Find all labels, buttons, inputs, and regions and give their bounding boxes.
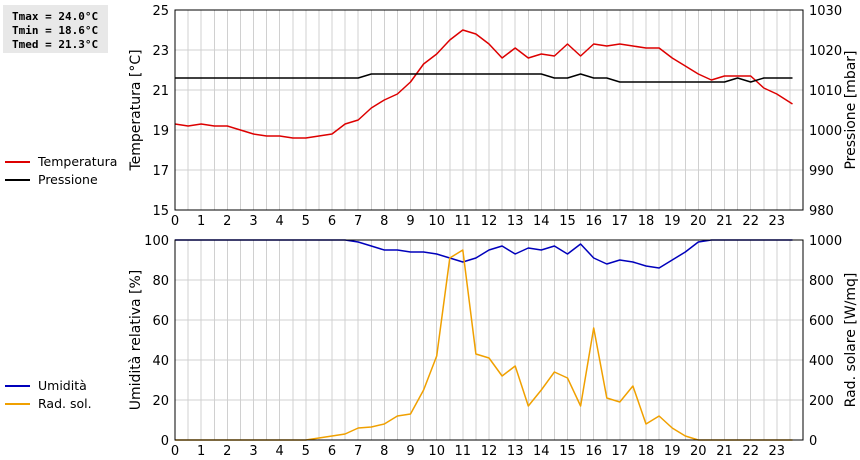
y-tick-label-right: 1020 [809, 44, 842, 59]
series-line-rad-sol [175, 249, 793, 441]
x-tick-label: 22 [742, 214, 759, 229]
stats-box: Tmax = 24.0°C Tmin = 18.6°C Tmed = 21.3°… [3, 5, 108, 53]
x-tick-label: 11 [455, 214, 472, 229]
stats-background [3, 5, 108, 53]
x-tick-label: 22 [742, 444, 759, 459]
y-tick-label-left: 0 [161, 434, 169, 449]
y-axis-label-right: Pressione [mbar] [843, 50, 859, 169]
x-tick-label: 21 [716, 444, 733, 459]
x-tick-label: 17 [612, 214, 629, 229]
x-tick-label: 10 [428, 444, 445, 459]
y-tick-label-right: 990 [809, 164, 834, 179]
x-tick-label: 11 [455, 444, 472, 459]
x-tick-label: 12 [481, 214, 498, 229]
x-tick-label: 0 [171, 214, 179, 229]
x-tick-label: 3 [249, 214, 257, 229]
x-tick-label: 2 [223, 444, 231, 459]
y-tick-label-right: 200 [809, 394, 834, 409]
y-tick-label-right: 1000 [809, 234, 842, 249]
y-tick-label-right: 980 [809, 204, 834, 219]
x-tick-label: 0 [171, 444, 179, 459]
x-tick-label: 1 [197, 444, 205, 459]
y-tick-label-left: 15 [152, 204, 169, 219]
y-tick-label-right: 600 [809, 314, 834, 329]
x-tick-label: 4 [276, 214, 284, 229]
x-tick-label: 19 [664, 214, 681, 229]
y-tick-label-right: 1010 [809, 84, 842, 99]
y-tick-label-left: 25 [152, 4, 169, 19]
x-tick-label: 1 [197, 214, 205, 229]
y-tick-label-left: 40 [152, 354, 169, 369]
stats-tmin: Tmin = 18.6°C [12, 24, 98, 37]
x-tick-label: 10 [428, 214, 445, 229]
x-tick-label: 5 [302, 444, 310, 459]
x-tick-label: 23 [769, 214, 786, 229]
plot-frame [174, 9, 804, 211]
x-tick-label: 6 [328, 214, 336, 229]
x-tick-label: 12 [481, 444, 498, 459]
series-line-temperatura [174, 29, 793, 139]
y-tick-label-left: 17 [152, 164, 169, 179]
y-tick-label-right: 800 [809, 274, 834, 289]
y-tick-label-left: 60 [152, 314, 169, 329]
stats-tmed: Tmed = 21.3°C [12, 38, 98, 51]
x-tick-label: 21 [716, 214, 733, 229]
y-tick-label-right: 1030 [809, 4, 842, 19]
x-tick-label: 16 [585, 214, 602, 229]
x-tick-label: 16 [585, 444, 602, 459]
y-axis-label-left: Umidità relativa [%] [128, 270, 144, 411]
x-tick-label: 20 [690, 214, 707, 229]
legend-label: Rad. sol. [38, 396, 92, 411]
x-tick-label: 17 [612, 444, 629, 459]
series-line-pressione [175, 73, 793, 83]
y-axis-label-right: Rad. solare [W/mq] [843, 273, 859, 408]
x-tick-label: 8 [380, 444, 388, 459]
x-tick-label: 7 [354, 214, 362, 229]
x-tick-label: 4 [276, 444, 284, 459]
y-tick-label-left: 80 [152, 274, 169, 289]
y-tick-label-right: 1000 [809, 124, 842, 139]
temperature-pressure-panel: 0 1 2 3 4 5 6 7 8 9 10 11 12 13 14 15 16 17 18 19 20 21 22 2315… [5, 4, 859, 229]
series-line-umidit [175, 239, 793, 269]
y-tick-label-left: 21 [152, 84, 169, 99]
y-tick-label-left: 19 [152, 124, 169, 139]
x-tick-label: 15 [559, 214, 576, 229]
x-tick-label: 3 [249, 444, 257, 459]
x-tick-label: 7 [354, 444, 362, 459]
x-tick-label: 6 [328, 444, 336, 459]
y-tick-label-left: 23 [152, 44, 169, 59]
y-axis-label-left: Temperatura [°C] [128, 49, 144, 171]
x-tick-label: 9 [406, 444, 414, 459]
x-tick-label: 9 [406, 214, 414, 229]
x-tick-label: 18 [638, 214, 655, 229]
stats-tmax: Tmax = 24.0°C [12, 10, 98, 23]
x-tick-label: 18 [638, 444, 655, 459]
x-tick-label: 14 [533, 214, 550, 229]
y-tick-label-left: 20 [152, 394, 169, 409]
x-tick-label: 13 [507, 444, 524, 459]
legend-label: Temperatura [37, 154, 117, 169]
legend-label: Pressione [38, 172, 98, 187]
x-tick-label: 23 [769, 444, 786, 459]
plot-frame [174, 239, 804, 441]
x-tick-label: 15 [559, 444, 576, 459]
x-tick-label: 20 [690, 444, 707, 459]
y-tick-label-right: 0 [809, 434, 817, 449]
x-tick-label: 14 [533, 444, 550, 459]
x-tick-label: 2 [223, 214, 231, 229]
humidity-radiation-panel: 0 1 2 3 4 5 6 7 8 9 10 11 12 13 14 15 16 17 18 19 20 21 22 2302… [5, 234, 859, 459]
x-tick-label: 13 [507, 214, 524, 229]
x-tick-label: 8 [380, 214, 388, 229]
x-tick-label: 19 [664, 444, 681, 459]
y-tick-label-right: 400 [809, 354, 834, 369]
legend-label: Umidità [38, 378, 87, 393]
x-tick-label: 5 [302, 214, 310, 229]
y-tick-label-left: 100 [144, 234, 169, 249]
